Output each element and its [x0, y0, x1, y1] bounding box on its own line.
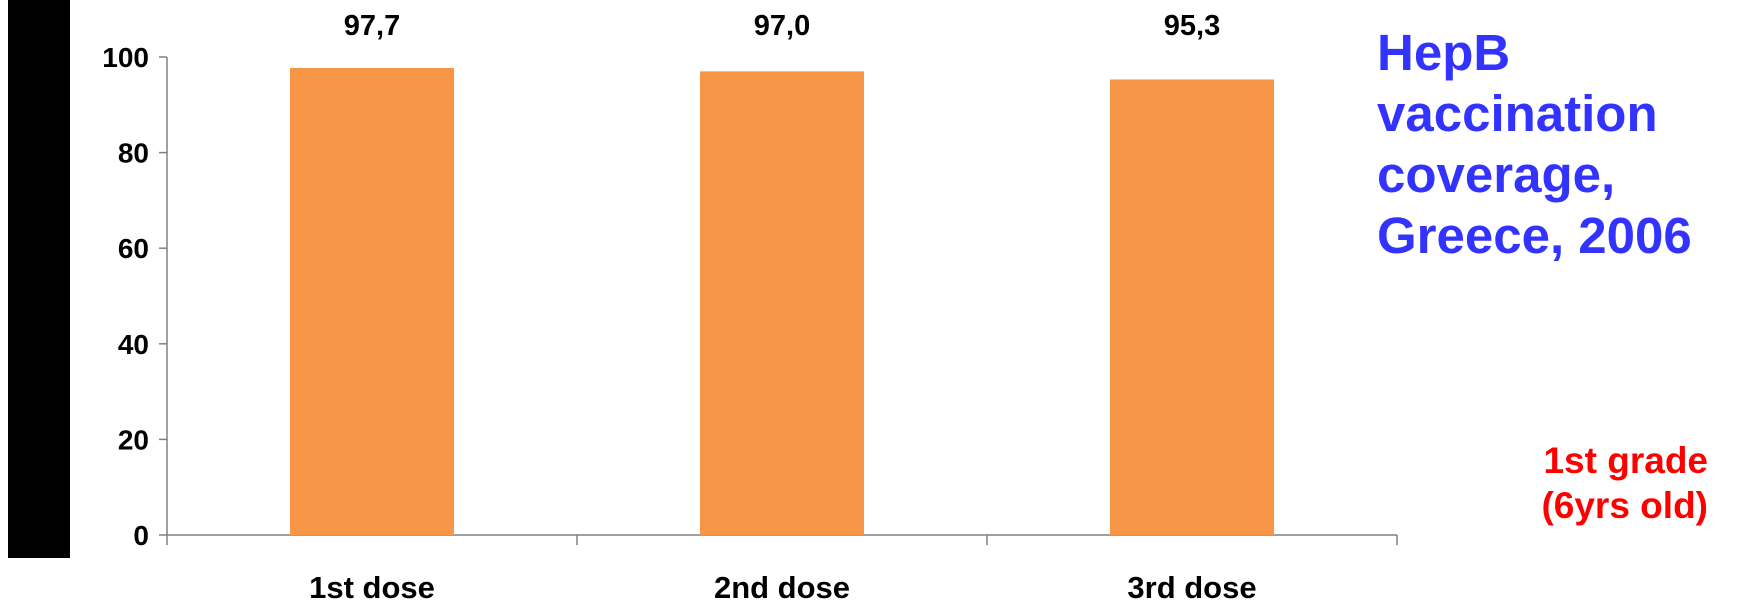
y-tick-label: 0: [133, 520, 149, 551]
y-tick-label: 60: [118, 233, 149, 264]
y-tick-label: 100: [102, 42, 149, 73]
bar: [700, 71, 864, 535]
bar-value-label: 95,3: [1164, 10, 1220, 42]
bar-value-label: 97,0: [754, 10, 810, 42]
x-category-label: 1st dose: [309, 570, 435, 605]
chart-annotation: 1st grade (6yrs old): [1541, 440, 1708, 526]
chart-title: HepB vaccination coverage, Greece, 2006: [1377, 24, 1692, 264]
x-category-label: 2nd dose: [714, 570, 850, 605]
bar-value-label: 97,7: [344, 10, 400, 42]
y-tick-label: 80: [118, 138, 149, 169]
chart-bars: [290, 67, 1274, 535]
y-tick-label: 20: [118, 424, 149, 455]
left-black-bar: [8, 0, 70, 558]
y-tick-label: 40: [118, 329, 149, 360]
x-category-label: 3rd dose: [1127, 570, 1256, 605]
bar: [1110, 79, 1274, 535]
chart-labels: 0 20 40 60 80 100 97,7 1st dose 97,0 2nd dose 95,3…: [102, 10, 1256, 605]
bar: [290, 67, 454, 535]
